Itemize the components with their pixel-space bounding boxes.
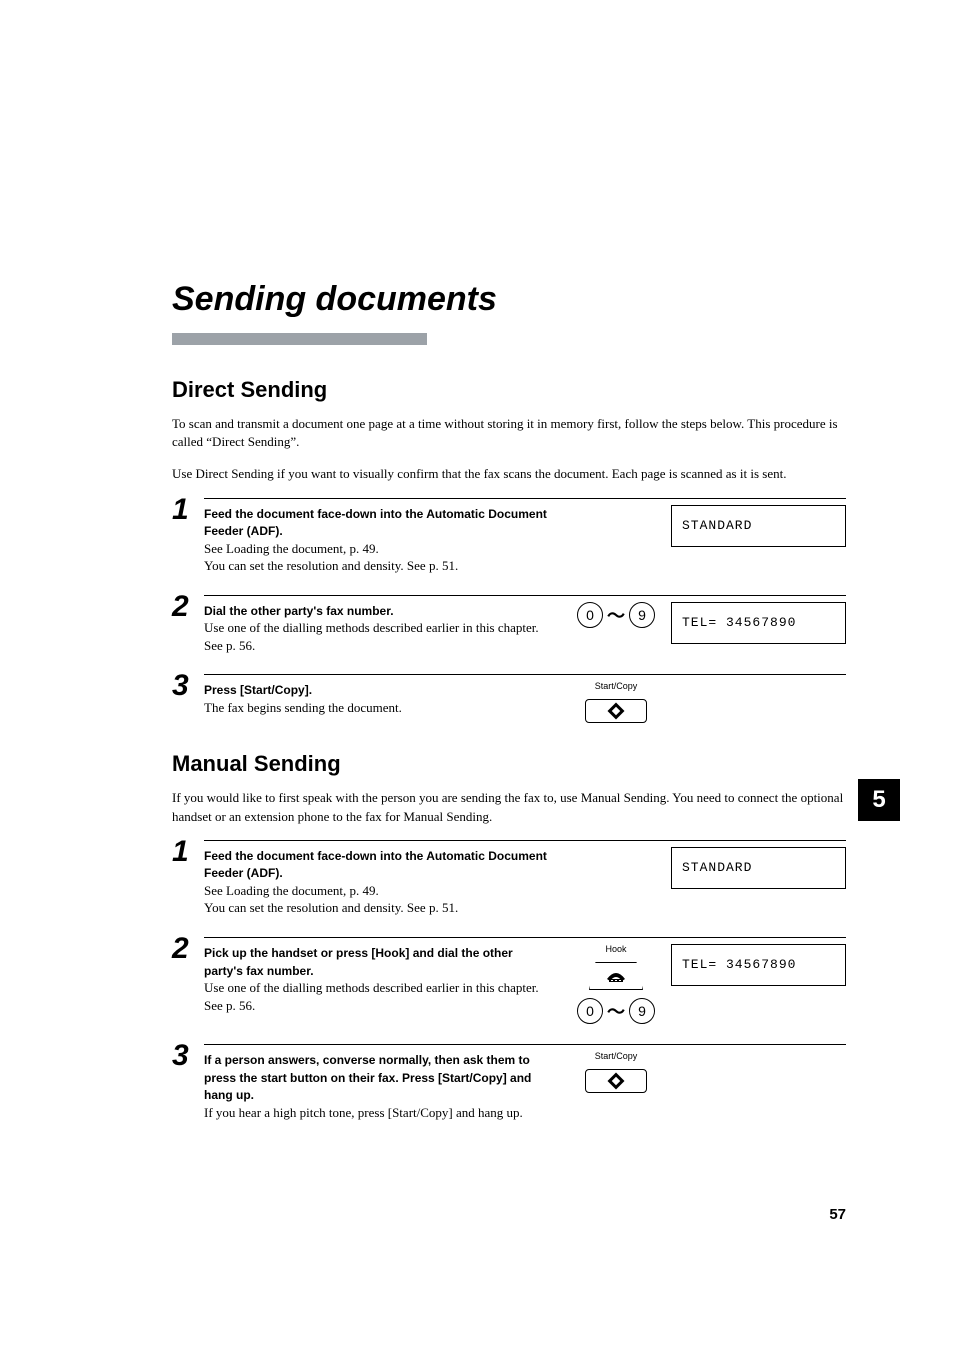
- step-number: 1: [172, 835, 204, 869]
- key-9-icon: 9: [629, 602, 655, 628]
- hook-button-icon: [589, 962, 643, 990]
- start-copy-button-icon: [585, 1069, 647, 1093]
- tilde-icon: 〜: [607, 998, 625, 1024]
- step-line: If you hear a high pitch tone, press [St…: [204, 1105, 523, 1120]
- page-number: 57: [829, 1206, 846, 1223]
- lcd-display: TEL= 34567890: [671, 602, 846, 644]
- step-bold: Dial the other party's fax number.: [204, 604, 394, 618]
- step-row: 1 Feed the document face-down into the A…: [204, 498, 846, 575]
- key-0-icon: 0: [577, 998, 603, 1024]
- step-row: 2 Pick up the handset or press [Hook] an…: [204, 937, 846, 1024]
- section1-heading: Direct Sending: [172, 377, 846, 403]
- step-line: You can set the resolution and density. …: [204, 558, 458, 573]
- step-line: You can set the resolution and density. …: [204, 900, 458, 915]
- dial-keys-icon: 0 〜 9: [577, 998, 655, 1024]
- step-line: Use one of the dialling methods describe…: [204, 980, 539, 1013]
- step-text: Press [Start/Copy]. The fax begins sendi…: [204, 681, 561, 716]
- step-line: See Loading the document, p. 49.: [204, 883, 379, 898]
- section2-intro1: If you would like to first speak with th…: [172, 789, 846, 825]
- step-text: Feed the document face-down into the Aut…: [204, 847, 561, 917]
- dial-keys-icon: 0 〜 9: [577, 602, 655, 628]
- section2-heading: Manual Sending: [172, 751, 846, 777]
- step-bold: Pick up the handset or press [Hook] and …: [204, 946, 513, 978]
- step-number: 3: [172, 1039, 204, 1073]
- step-number: 1: [172, 493, 204, 527]
- step-text: Dial the other party's fax number. Use o…: [204, 602, 561, 655]
- step-row: 2 Dial the other party's fax number. Use…: [204, 595, 846, 655]
- lcd-display: STANDARD: [671, 505, 846, 547]
- section1-intro2: Use Direct Sending if you want to visual…: [172, 465, 846, 483]
- step-bold: Press [Start/Copy].: [204, 683, 312, 697]
- lcd-display: STANDARD: [671, 847, 846, 889]
- title-bar: [172, 333, 427, 345]
- step-line: The fax begins sending the document.: [204, 700, 402, 715]
- step-line: See Loading the document, p. 49.: [204, 541, 379, 556]
- step-row: 1 Feed the document face-down into the A…: [204, 840, 846, 917]
- main-title: Sending documents: [172, 280, 846, 319]
- lcd-display: TEL= 34567890: [671, 944, 846, 986]
- tilde-icon: 〜: [607, 602, 625, 628]
- key-9-icon: 9: [629, 998, 655, 1024]
- step-row: 3 Press [Start/Copy]. The fax begins sen…: [204, 674, 846, 723]
- start-copy-button-icon: [585, 699, 647, 723]
- step-number: 3: [172, 669, 204, 703]
- step-number: 2: [172, 590, 204, 624]
- step-bold: If a person answers, converse normally, …: [204, 1053, 531, 1102]
- phone-handset-icon: [605, 969, 627, 983]
- step-text: Feed the document face-down into the Aut…: [204, 505, 561, 575]
- hook-label: Hook: [605, 944, 626, 954]
- start-copy-label: Start/Copy: [595, 681, 638, 691]
- diamond-icon: [608, 703, 625, 720]
- step-number: 2: [172, 932, 204, 966]
- start-copy-label: Start/Copy: [595, 1051, 638, 1061]
- chapter-tab: 5: [858, 779, 900, 821]
- step-bold: Feed the document face-down into the Aut…: [204, 507, 547, 539]
- section1-intro1: To scan and transmit a document one page…: [172, 415, 846, 451]
- step-line: Use one of the dialling methods describe…: [204, 620, 539, 653]
- step-text: If a person answers, converse normally, …: [204, 1051, 561, 1121]
- step-row: 3 If a person answers, converse normally…: [204, 1044, 846, 1121]
- diamond-icon: [608, 1072, 625, 1089]
- step-text: Pick up the handset or press [Hook] and …: [204, 944, 561, 1014]
- key-0-icon: 0: [577, 602, 603, 628]
- step-bold: Feed the document face-down into the Aut…: [204, 849, 547, 881]
